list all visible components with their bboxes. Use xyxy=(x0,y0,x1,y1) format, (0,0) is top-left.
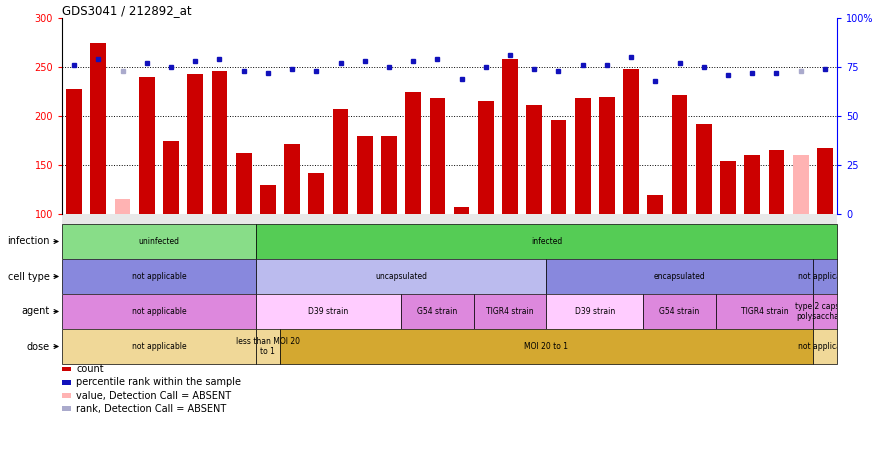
Bar xyxy=(672,95,688,214)
Bar xyxy=(502,59,518,214)
Text: not applicable: not applicable xyxy=(132,272,186,281)
Bar xyxy=(575,99,590,214)
Bar xyxy=(473,294,546,329)
Text: uninfected: uninfected xyxy=(138,237,180,246)
Bar xyxy=(546,259,812,294)
Bar xyxy=(643,294,716,329)
Bar xyxy=(333,109,349,214)
Bar xyxy=(256,224,837,259)
Bar xyxy=(62,259,256,294)
Text: TIGR4 strain: TIGR4 strain xyxy=(741,307,789,316)
Text: G54 strain: G54 strain xyxy=(417,307,458,316)
Bar xyxy=(768,150,784,214)
Text: G54 strain: G54 strain xyxy=(659,307,700,316)
Bar xyxy=(284,145,300,214)
Text: D39 strain: D39 strain xyxy=(308,307,349,316)
Bar xyxy=(256,294,401,329)
Bar xyxy=(139,77,155,214)
Bar xyxy=(527,105,543,214)
Bar xyxy=(405,92,421,214)
Bar xyxy=(478,101,494,214)
Bar xyxy=(235,153,251,214)
Text: D39 strain: D39 strain xyxy=(574,307,615,316)
Bar xyxy=(648,195,663,214)
Text: value, Detection Call = ABSENT: value, Detection Call = ABSENT xyxy=(76,391,231,401)
Text: TIGR4 strain: TIGR4 strain xyxy=(486,307,534,316)
Bar xyxy=(720,161,736,214)
Bar xyxy=(212,71,227,214)
Text: infected: infected xyxy=(531,237,562,246)
Text: uncapsulated: uncapsulated xyxy=(375,272,427,281)
Text: agent: agent xyxy=(21,307,50,317)
Bar xyxy=(256,259,546,294)
Bar xyxy=(793,155,809,214)
Bar xyxy=(62,329,256,364)
Text: less than MOI 20
to 1: less than MOI 20 to 1 xyxy=(236,337,300,356)
Text: cell type: cell type xyxy=(8,272,50,282)
Bar xyxy=(90,43,106,214)
Text: encapsulated: encapsulated xyxy=(654,272,705,281)
Bar xyxy=(280,329,812,364)
Bar xyxy=(817,148,833,214)
Bar xyxy=(744,155,760,214)
Bar xyxy=(188,74,203,214)
Text: percentile rank within the sample: percentile rank within the sample xyxy=(76,377,241,387)
Bar xyxy=(309,173,324,214)
Text: infection: infection xyxy=(7,237,50,246)
Bar xyxy=(401,294,473,329)
Bar xyxy=(260,184,276,214)
Bar xyxy=(163,141,179,214)
Bar xyxy=(716,294,812,329)
Bar xyxy=(599,97,615,214)
Bar xyxy=(812,329,837,364)
Text: not applicable: not applicable xyxy=(797,272,852,281)
Bar xyxy=(66,89,82,214)
Text: count: count xyxy=(76,364,104,374)
Bar xyxy=(357,136,373,214)
Bar xyxy=(62,224,256,259)
Bar xyxy=(546,294,643,329)
Bar xyxy=(454,207,469,214)
Text: dose: dose xyxy=(27,341,50,352)
Bar xyxy=(429,99,445,214)
Text: rank, Detection Call = ABSENT: rank, Detection Call = ABSENT xyxy=(76,404,227,414)
Text: MOI 20 to 1: MOI 20 to 1 xyxy=(525,342,568,351)
Bar xyxy=(812,294,837,329)
Text: not applicable: not applicable xyxy=(797,342,852,351)
Bar xyxy=(812,259,837,294)
Text: GDS3041 / 212892_at: GDS3041 / 212892_at xyxy=(62,4,192,17)
Bar xyxy=(115,199,130,214)
Bar xyxy=(696,124,712,214)
Bar xyxy=(623,69,639,214)
Bar xyxy=(550,120,566,214)
Bar xyxy=(256,329,280,364)
Bar xyxy=(62,294,256,329)
Text: not applicable: not applicable xyxy=(132,342,186,351)
Text: not applicable: not applicable xyxy=(132,307,186,316)
Bar xyxy=(381,136,396,214)
Text: type 2 capsular
polysaccharide: type 2 capsular polysaccharide xyxy=(795,302,855,321)
